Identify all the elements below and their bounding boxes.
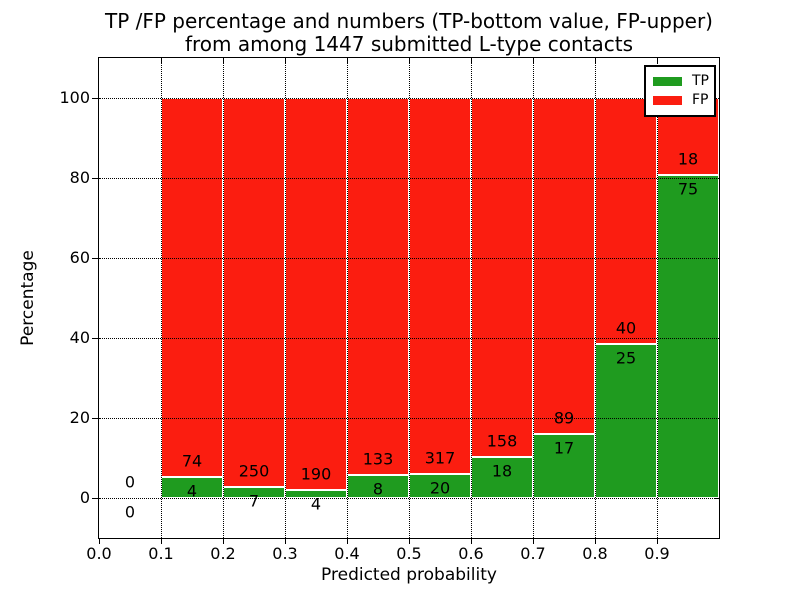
x-tick-label: 0.3 — [272, 544, 298, 563]
x-tick-mark — [161, 539, 162, 544]
x-gridline — [657, 58, 658, 538]
legend-item-fp: FP — [653, 91, 709, 110]
tp-count-label: 17 — [553, 438, 575, 458]
x-gridline — [595, 58, 596, 538]
y-tick-label: 60 — [69, 248, 90, 267]
y-tick-label: 40 — [69, 328, 90, 347]
legend-label-fp: FP — [692, 92, 709, 108]
bar-fp-segment — [161, 98, 223, 478]
x-tick-mark — [285, 539, 286, 544]
bar-tp-segment — [471, 457, 533, 498]
y-tick-label: 100 — [59, 88, 90, 107]
tp-count-label: 18 — [491, 461, 513, 481]
plot-area: 0 0 74 4 250 7 190 4 133 8 317 20 158 18 89 17 40 25 18 75 — [98, 57, 720, 539]
bar-fp-segment — [409, 98, 471, 475]
fp-count-label: 133 — [362, 449, 394, 469]
y-tick-label: 80 — [69, 168, 90, 187]
x-gridline — [471, 58, 472, 538]
legend-item-tp: TP — [653, 72, 709, 91]
tp-count-label: 4 — [310, 494, 322, 514]
fp-count-label: 18 — [677, 149, 699, 169]
tp-count-label: 7 — [248, 491, 260, 511]
x-tick-mark — [409, 539, 410, 544]
chart-title-line1: TP /FP percentage and numbers (TP-bottom… — [105, 9, 713, 33]
x-tick-label: 0.9 — [644, 544, 670, 563]
chart-title: TP /FP percentage and numbers (TP-bottom… — [105, 10, 713, 56]
x-gridline — [223, 58, 224, 538]
x-tick-label: 0.2 — [210, 544, 236, 563]
bar-fp-segment — [285, 98, 347, 490]
y-tick-mark — [92, 498, 98, 499]
y-tick-mark — [92, 418, 98, 419]
fp-count-label: 158 — [486, 431, 518, 451]
bar-tp-segment — [595, 344, 657, 498]
x-tick-label: 0.5 — [396, 544, 422, 563]
y-tick-mark — [92, 98, 98, 99]
fp-count-label: 250 — [238, 461, 270, 481]
x-tick-label: 0.0 — [86, 544, 112, 563]
x-gridline — [533, 58, 534, 538]
bar-fp-segment — [533, 98, 595, 434]
fp-count-label: 317 — [424, 448, 456, 468]
legend-swatch-tp — [653, 77, 682, 86]
grid-layer — [99, 58, 719, 538]
x-gridline — [161, 58, 162, 538]
legend-label-tp: TP — [692, 73, 709, 89]
x-tick-mark — [595, 539, 596, 544]
tp-count-label: 8 — [372, 479, 384, 499]
x-tick-mark — [347, 539, 348, 544]
x-tick-mark — [471, 539, 472, 544]
x-tick-label: 0.8 — [582, 544, 608, 563]
x-tick-mark — [657, 539, 658, 544]
fp-count-label: 74 — [181, 451, 203, 471]
y-tick-label: 0 — [79, 488, 90, 507]
x-axis-label: Predicted probability — [321, 565, 497, 585]
y-tick-mark — [92, 258, 98, 259]
y-tick-label: 20 — [69, 408, 90, 427]
bar-fp-segment — [223, 98, 285, 488]
legend: TP FP — [644, 65, 716, 117]
x-tick-label: 0.7 — [520, 544, 546, 563]
x-tick-mark — [533, 539, 534, 544]
x-gridline — [285, 58, 286, 538]
bar-fp-segment — [471, 98, 533, 458]
x-tick-label: 0.1 — [148, 544, 174, 563]
tp-count-label: 75 — [677, 179, 699, 199]
x-tick-mark — [223, 539, 224, 544]
chart-title-line2: from among 1447 submitted L-type contact… — [184, 32, 634, 56]
fp-count-label: 89 — [553, 408, 575, 428]
x-tick-label: 0.6 — [458, 544, 484, 563]
fp-count-label: 40 — [615, 318, 637, 338]
tp-count-label: 4 — [186, 481, 198, 501]
y-tick-mark — [92, 178, 98, 179]
bars-layer — [99, 58, 719, 538]
x-tick-label: 0.4 — [334, 544, 360, 563]
fp-count-label: 190 — [300, 464, 332, 484]
legend-swatch-fp — [653, 96, 682, 105]
x-gridline — [409, 58, 410, 538]
x-tick-mark — [99, 539, 100, 544]
y-tick-mark — [92, 338, 98, 339]
fp-count-label: 0 — [124, 472, 136, 492]
bar-labels-layer: 0 0 74 4 250 7 190 4 133 8 317 20 158 18 89 17 40 25 18 75 — [99, 58, 719, 538]
tp-count-label: 25 — [615, 348, 637, 368]
tp-count-label: 0 — [124, 502, 136, 522]
tp-count-label: 20 — [429, 478, 451, 498]
x-gridline — [347, 58, 348, 538]
